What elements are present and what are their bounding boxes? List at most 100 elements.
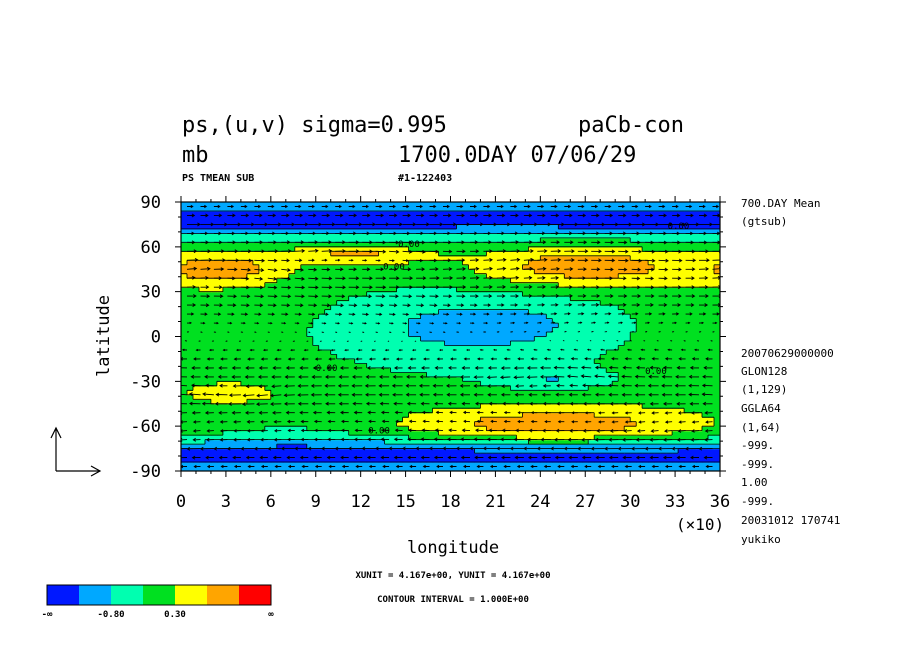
field-cell [552,376,559,382]
field-cell [306,444,314,450]
field-cell [348,278,356,284]
field-cell [192,466,200,471]
field-cell [324,242,332,248]
field-cell [354,340,362,347]
field-cell [582,453,589,459]
field-cell [366,390,374,396]
field-cell [264,233,272,239]
field-cell [186,300,194,306]
field-cell [462,233,470,239]
field-cell [432,430,440,436]
field-cell [504,354,511,360]
field-cell [246,403,254,409]
field-cell [576,228,583,234]
field-cell [672,376,679,382]
field-cell [486,269,494,275]
field-cell [558,394,565,400]
field-cell [570,282,577,288]
field-cell [204,453,212,459]
field-cell [216,417,224,423]
field-cell [564,296,571,302]
field-cell [516,421,523,427]
field-cell [642,390,649,396]
field-cell [246,309,254,315]
field-cell [456,291,464,297]
field-cell [306,390,314,396]
field-cell [714,255,720,261]
field-cell [702,399,709,405]
field-cell [384,278,392,284]
field-cell [342,372,350,378]
field-cell [306,345,314,351]
field-cell [414,417,422,423]
field-cell [612,426,619,432]
field-cell [540,376,547,382]
field-cell [408,314,416,320]
field-cell [186,462,194,468]
field-cell [594,305,601,311]
field-cell [450,251,458,257]
field-cell [181,354,188,360]
field-cell [576,336,583,342]
field-cell [210,381,218,387]
field-cell [474,408,482,414]
field-cell [564,318,571,324]
field-cell [312,417,320,423]
field-cell [576,466,583,471]
field-cell [504,336,511,342]
field-cell [198,242,206,248]
field-cell [588,340,595,347]
field-cell [420,260,428,266]
field-cell [390,349,398,356]
field-cell [528,264,535,270]
field-cell [270,430,278,436]
field-cell [594,287,601,293]
field-cell [672,421,679,427]
field-cell [636,278,643,284]
field-cell [576,376,583,382]
field-cell [642,448,649,454]
field-cell [240,466,248,471]
field-cell [366,296,374,302]
subtitle-right: #1-122403 [398,173,452,184]
field-cell [414,462,422,468]
field-cell [432,273,440,279]
field-cell [222,278,230,284]
field-cell [612,269,619,275]
field-cell [636,444,643,450]
field-cell [474,453,482,459]
field-cell [402,323,410,329]
field-cell [342,219,350,226]
field-cell [324,367,332,373]
field-cell [660,444,667,450]
field-cell [426,318,434,324]
field-cell [222,237,230,243]
field-cell [276,246,284,252]
field-cell [588,273,595,279]
field-cell [396,255,404,261]
field-cell [186,412,194,418]
field-cell [240,381,248,387]
field-cell [318,233,326,239]
field-cell [708,358,715,364]
field-cell [564,408,571,414]
field-cell [468,269,476,275]
field-cell [462,354,470,360]
field-cell [181,260,188,266]
field-cell [708,426,715,432]
field-cell [390,314,398,320]
field-cell [312,367,320,373]
field-cell [612,345,619,351]
field-cell [198,430,206,436]
field-cell [378,314,386,320]
field-cell [276,251,284,257]
field-cell [354,224,362,230]
field-cell [504,309,511,315]
field-cell [522,336,529,342]
field-cell [492,466,500,471]
field-cell [612,242,619,248]
field-cell [522,439,529,445]
field-cell [288,390,296,396]
field-cell [252,439,260,445]
field-cell [642,287,649,293]
